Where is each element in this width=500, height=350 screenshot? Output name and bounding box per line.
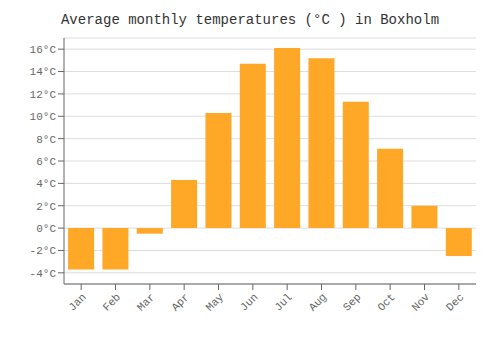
svg-text:10°C: 10°C <box>30 111 57 123</box>
svg-text:Mar: Mar <box>135 291 157 313</box>
svg-text:8°C: 8°C <box>36 134 56 146</box>
svg-text:0°C: 0°C <box>36 223 56 235</box>
svg-text:Aug: Aug <box>307 291 329 313</box>
svg-text:4°C: 4°C <box>36 178 56 190</box>
svg-text:Apr: Apr <box>169 291 191 313</box>
svg-text:6°C: 6°C <box>36 156 56 168</box>
svg-text:Jul: Jul <box>272 291 294 313</box>
svg-text:Dec: Dec <box>444 291 466 313</box>
svg-text:-2°C: -2°C <box>30 245 57 257</box>
svg-text:14°C: 14°C <box>30 66 57 78</box>
svg-text:12°C: 12°C <box>30 89 57 101</box>
svg-text:-4°C: -4°C <box>30 268 57 280</box>
svg-text:Feb: Feb <box>101 291 123 313</box>
svg-text:Nov: Nov <box>410 291 433 314</box>
svg-text:Jun: Jun <box>238 291 260 313</box>
svg-text:Jan: Jan <box>66 291 88 313</box>
svg-text:Sep: Sep <box>341 291 363 313</box>
svg-text:2°C: 2°C <box>36 201 56 213</box>
html-text:Average monthly temperatures (: Average monthly temperatures (°C ) in Bo… <box>61 12 439 28</box>
svg-text:16°C: 16°C <box>30 44 57 56</box>
svg-text:May: May <box>204 291 227 314</box>
svg-text:Oct: Oct <box>375 291 397 313</box>
